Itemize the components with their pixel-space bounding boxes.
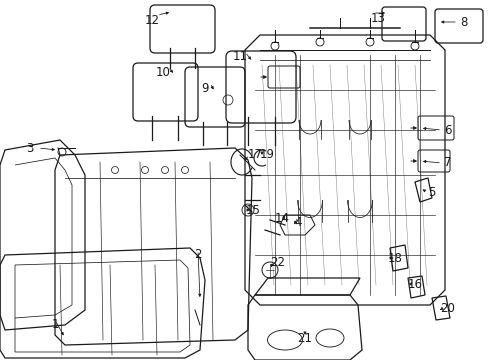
Text: 12: 12 <box>144 13 159 27</box>
Text: 5: 5 <box>427 185 435 198</box>
Text: 2: 2 <box>194 248 202 261</box>
Text: 10: 10 <box>155 66 170 78</box>
Text: 9: 9 <box>201 81 208 94</box>
Text: 8: 8 <box>459 15 467 28</box>
Text: 11: 11 <box>232 50 247 63</box>
Text: 13: 13 <box>370 12 385 24</box>
Text: 1: 1 <box>51 319 59 332</box>
Text: 14: 14 <box>274 211 289 225</box>
Text: 15: 15 <box>245 203 260 216</box>
Text: 4: 4 <box>294 216 301 229</box>
Text: 7: 7 <box>443 157 451 170</box>
Text: 16: 16 <box>407 279 422 292</box>
Text: 21: 21 <box>297 332 312 345</box>
Text: 19: 19 <box>259 148 274 162</box>
Text: 6: 6 <box>443 123 451 136</box>
Text: 18: 18 <box>387 252 402 265</box>
Text: 22: 22 <box>270 256 285 269</box>
Text: 20: 20 <box>440 302 454 315</box>
Text: 3: 3 <box>26 141 34 154</box>
Text: 17: 17 <box>247 148 262 162</box>
